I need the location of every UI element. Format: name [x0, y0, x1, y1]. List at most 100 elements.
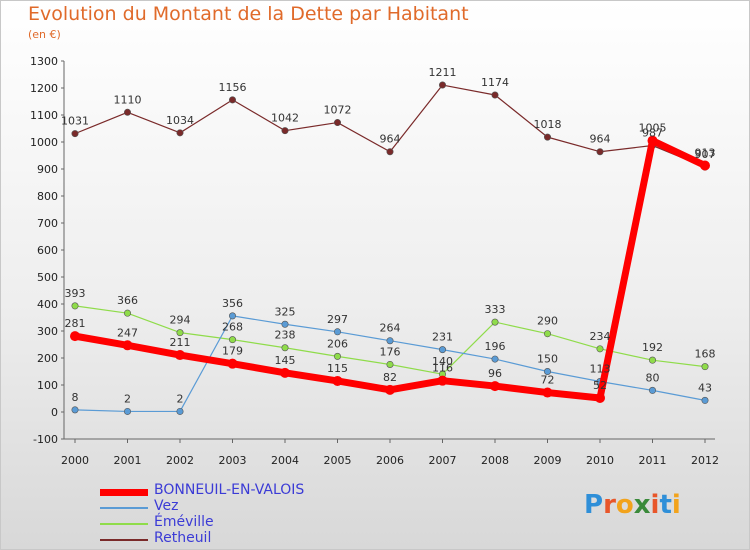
data-point: [386, 148, 394, 156]
x-tick-label: 2009: [534, 454, 562, 467]
data-point: [229, 312, 237, 320]
data-label: 281: [65, 317, 86, 330]
x-tick-label: 2001: [114, 454, 142, 467]
data-label: 333: [485, 303, 506, 316]
y-tick-label: 500: [37, 271, 58, 284]
data-label: 297: [327, 313, 348, 326]
data-point: [647, 135, 658, 146]
x-tick-label: 2000: [61, 454, 89, 467]
y-tick-label: 400: [37, 298, 58, 311]
data-point: [491, 91, 499, 99]
data-label: 80: [646, 371, 660, 384]
legend-swatch: [100, 539, 148, 541]
data-label: 1034: [166, 114, 194, 127]
data-label: 115: [327, 362, 348, 375]
x-tick-label: 2004: [271, 454, 299, 467]
data-label: 176: [380, 345, 401, 358]
data-label: 1031: [61, 115, 89, 128]
x-tick-label: 2005: [324, 454, 352, 467]
data-point: [124, 108, 132, 116]
legend-label: Retheuil: [154, 530, 212, 546]
x-tick-label: 2002: [166, 454, 194, 467]
data-label: 116: [432, 362, 453, 375]
data-point: [700, 160, 710, 171]
data-label: 231: [432, 331, 453, 344]
data-point: [543, 133, 551, 141]
data-label: 987: [642, 127, 663, 140]
data-label: 150: [537, 353, 558, 366]
y-tick-label: 700: [37, 217, 58, 230]
data-label: 179: [222, 345, 243, 358]
data-label: 82: [383, 371, 397, 384]
y-tick-label: 0: [51, 406, 58, 419]
legend-label: Éméville: [154, 514, 214, 530]
legend-swatch: [100, 488, 148, 496]
data-point: [124, 309, 132, 317]
x-tick-label: 2011: [639, 454, 667, 467]
data-point: [281, 127, 289, 135]
data-label: 1042: [271, 112, 299, 125]
data-point: [333, 119, 341, 127]
data-label: 238: [275, 329, 296, 342]
y-tick-label: 1000: [30, 136, 58, 149]
data-label: 366: [117, 294, 138, 307]
data-label: 1005: [639, 122, 667, 135]
data-point: [543, 367, 551, 375]
y-tick-label: 900: [37, 163, 58, 176]
data-label: 168: [695, 348, 716, 361]
data-point: [122, 340, 133, 351]
data-label: 96: [488, 367, 502, 380]
y-tick-label: 1300: [30, 55, 58, 68]
series-line: [71, 137, 709, 402]
x-tick-label: 2007: [429, 454, 457, 467]
y-tick-label: 300: [37, 325, 58, 338]
data-point: [229, 96, 237, 104]
x-tick-label: 2008: [481, 454, 509, 467]
data-label: 211: [170, 336, 191, 349]
line-chart: -100 0 100 200 300 400 500 600 700 800 900 1000 1100…: [30, 55, 719, 467]
data-point: [71, 130, 79, 138]
data-label: 2: [124, 392, 131, 405]
data-point: [542, 387, 553, 398]
data-label: 145: [275, 354, 296, 367]
data-label: 964: [590, 133, 611, 146]
x-tick-label: 2006: [376, 454, 404, 467]
data-label: 1018: [534, 118, 562, 131]
data-point: [176, 129, 184, 137]
chart-title: Evolution du Montant de la Dette par Hab…: [28, 3, 469, 25]
y-tick-label: 1100: [30, 109, 58, 122]
data-point: [648, 386, 656, 394]
data-point: [490, 381, 500, 392]
data-point: [124, 407, 132, 415]
data-point: [543, 330, 551, 338]
data-label: 1072: [324, 104, 352, 117]
data-point: [70, 331, 80, 342]
legend-swatch: [100, 523, 148, 525]
data-point: [281, 320, 289, 328]
data-point: [385, 384, 395, 395]
data-point: [176, 329, 184, 337]
data-point: [648, 356, 656, 364]
chart-subtitle: (en €): [28, 28, 61, 41]
data-label: 247: [117, 326, 138, 339]
y-tick-label: 600: [37, 244, 58, 257]
x-tick-label: 2012: [691, 454, 719, 467]
data-label: 52: [593, 379, 607, 392]
x-tick-label: 2003: [219, 454, 247, 467]
legend-label: BONNEUIL-EN-VALOIS: [154, 482, 305, 498]
data-label: 1174: [481, 76, 509, 89]
data-point: [280, 367, 290, 378]
data-point: [71, 406, 79, 414]
data-label: 2: [177, 392, 184, 405]
data-point: [386, 337, 394, 345]
y-tick-label: 100: [37, 379, 58, 392]
y-tick-label: -100: [33, 433, 58, 446]
data-label: 72: [541, 374, 555, 387]
data-label: 234: [590, 330, 611, 343]
data-point: [595, 392, 605, 403]
data-label: 964: [380, 133, 401, 146]
y-tick-label: 200: [37, 352, 58, 365]
data-point: [491, 318, 499, 326]
data-label: 1156: [219, 81, 247, 94]
data-label: 196: [485, 340, 506, 353]
